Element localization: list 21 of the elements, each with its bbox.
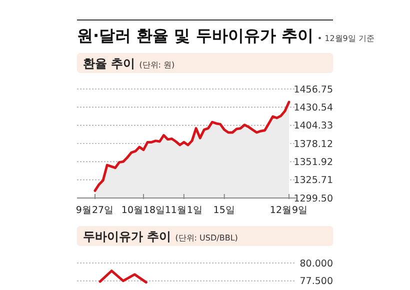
y-tick-label: 77.500 xyxy=(300,276,333,288)
x-tick-label: 9월27일 xyxy=(76,205,114,216)
x-tick-label: 12월9일 xyxy=(270,205,308,216)
text: 환율 추이 xyxy=(83,56,136,70)
y-tick-label: 80.000 xyxy=(300,258,333,270)
y-axis-title: (단위: USD/BBL) xyxy=(175,234,238,242)
x-tick-label: 15일 xyxy=(213,205,236,216)
y-tick-label: 1299.50 xyxy=(294,193,333,204)
y-tick-label: 1325.71 xyxy=(294,175,333,186)
y-tick-label: 1351.92 xyxy=(294,156,333,168)
chart-title: 원·달러 환율 및 두바이유가 추이 xyxy=(77,26,314,45)
text: • 12월9일 기준 xyxy=(317,34,374,43)
y-tick-label: 1378.12 xyxy=(294,138,333,150)
y-tick-label: 1430.54 xyxy=(294,102,333,114)
y-tick-label: 1456.75 xyxy=(294,84,333,96)
line-series xyxy=(98,270,148,284)
text: 두바이유가 추이 xyxy=(83,230,172,244)
y-axis-title: (단위: 원) xyxy=(139,60,175,70)
y-tick-label: 1404.33 xyxy=(294,120,333,132)
x-tick-label: 11월1일 xyxy=(164,205,203,216)
x-tick-label: 10월18일 xyxy=(121,205,166,216)
